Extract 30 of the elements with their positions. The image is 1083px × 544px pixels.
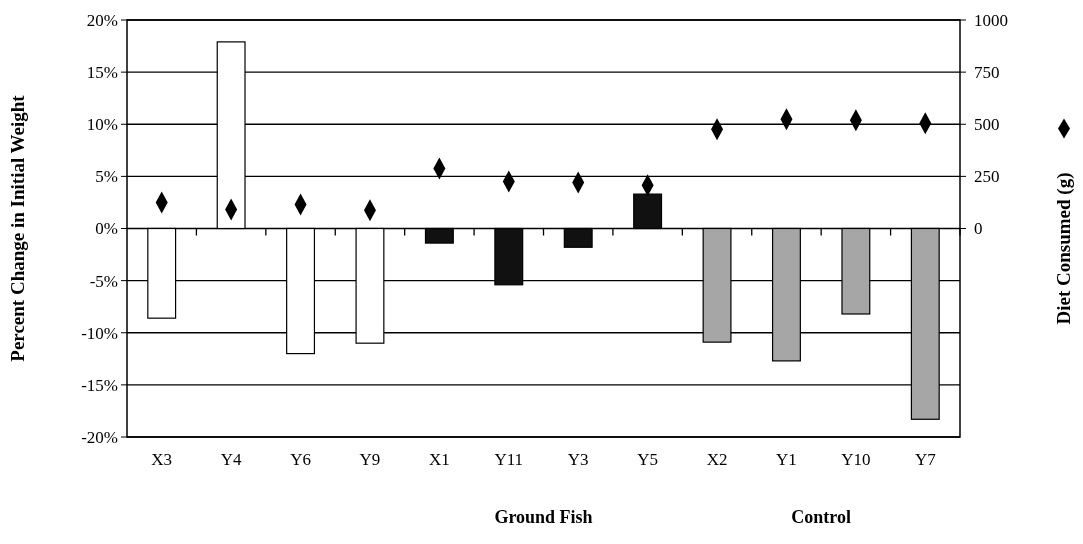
x-tick-label: X3 (151, 450, 173, 469)
x-tick-label: X2 (706, 450, 728, 469)
y2-tick-label: 750 (974, 63, 1000, 83)
y-tick-label: 20% (86, 10, 118, 30)
x-tick-label: Y4 (220, 450, 243, 469)
text: Ground Fish (494, 507, 593, 527)
y-tick-label: 0% (95, 219, 118, 239)
y2-tick-label: 250 (974, 167, 1000, 187)
y-tick-label: 15% (86, 63, 118, 83)
y-tick-label: 10% (86, 115, 118, 135)
y-tick-label: 5% (95, 167, 118, 187)
x-tick-label: Y6 (290, 450, 311, 469)
x-tick-label: Y1 (776, 450, 797, 469)
y2-tick-label: 500 (974, 115, 1000, 135)
y-tick-label: -20% (81, 427, 118, 447)
x-tick-label: Y5 (637, 450, 659, 469)
y-tick-label: -5% (89, 271, 118, 291)
y-tick-label: -15% (81, 375, 118, 395)
x-tick-label: Y7 (914, 450, 937, 469)
x-tick-label: X1 (428, 450, 450, 469)
text: Control (791, 507, 851, 527)
x-tick-label: Y3 (567, 450, 589, 469)
y-axis-title: Percent Change in Initial Weight (7, 94, 28, 362)
y2-tick-label: 1000 (974, 10, 1008, 30)
x-tick-label: Y9 (359, 450, 381, 469)
y-tick-label: -10% (81, 323, 118, 343)
y2-axis-title: Diet Consumed (g) (1053, 172, 1075, 325)
x-tick-label: Y11 (494, 450, 524, 469)
y2-tick-label: 0 (974, 219, 983, 239)
x-tick-label: Y10 (841, 450, 871, 469)
